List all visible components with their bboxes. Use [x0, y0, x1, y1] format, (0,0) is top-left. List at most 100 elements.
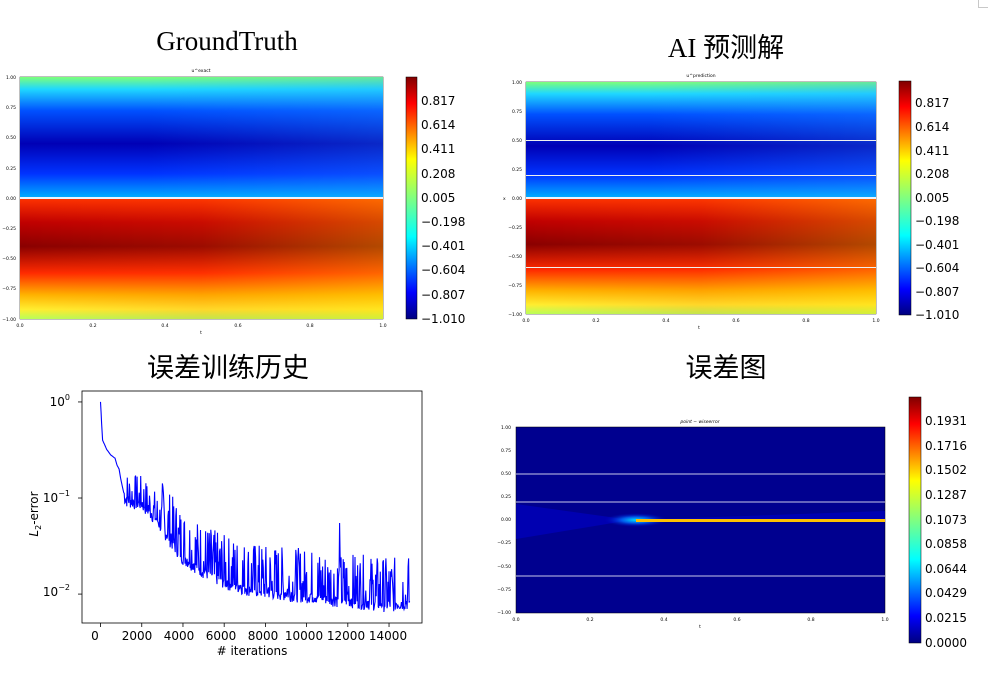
- history-yticks: 100 10−1 10−2: [43, 393, 70, 599]
- ytick: 0.00: [6, 196, 16, 202]
- panel-title-error: 误差图: [685, 353, 767, 383]
- error-wedge: [516, 504, 885, 539]
- xtick: 0.4: [662, 318, 669, 324]
- cbar-tick: 0.1502: [925, 463, 967, 477]
- ytick: −0.25: [2, 226, 16, 232]
- cbar-tick: 0.005: [915, 191, 949, 205]
- prediction-hline-3: [526, 267, 876, 268]
- ytick: 0.00: [501, 517, 511, 523]
- error-heatmap-plot: point − wiseerror 1.00 0.75 0.50 0.25 0.…: [497, 396, 967, 650]
- xtick: 0.8: [802, 318, 809, 324]
- ytick: −0.50: [497, 564, 511, 570]
- xtick: 12000: [327, 629, 365, 643]
- cbar-tick: 0.0644: [925, 562, 967, 576]
- ylabel-L: L: [27, 530, 41, 537]
- xtick: 0.6: [234, 323, 241, 329]
- exact-heatmap-area: [20, 77, 383, 319]
- cbar-tick: 0.817: [421, 94, 455, 108]
- cbar-tick: 0.614: [421, 118, 455, 132]
- ylabel-rest: -error: [27, 491, 41, 524]
- prediction-shock-line: [526, 197, 876, 199]
- xtick: 0.2: [586, 617, 593, 623]
- ytick: −0.75: [508, 283, 522, 289]
- cbar-tick: −1.010: [421, 312, 465, 326]
- error-xticks: 0.0 0.2 0.4 0.6 0.8 1.0: [512, 617, 888, 623]
- error-plot-title: point − wiseerror: [679, 419, 720, 425]
- ytick-1e0: 100: [50, 393, 70, 409]
- cbar-tick: −0.198: [421, 215, 465, 229]
- exact-heatmap-upper-fade: [20, 77, 383, 198]
- ytick: −0.75: [2, 286, 16, 292]
- xtick: 2000: [122, 629, 153, 643]
- exact-colorbar: [405, 76, 418, 320]
- ytick: 0.50: [501, 471, 511, 477]
- prediction-plot-title: u^prediction: [686, 73, 715, 79]
- prediction-heatmap-area: [526, 82, 876, 314]
- prediction-hline-2: [526, 175, 876, 176]
- xtick: 8000: [248, 629, 279, 643]
- series-line-l2-error: [99, 401, 411, 613]
- ytick: 0.50: [6, 135, 16, 141]
- ytick: −0.50: [2, 256, 16, 262]
- xtick: 0.8: [807, 617, 814, 623]
- ytick: 0.50: [512, 138, 522, 144]
- panel-title-prediction: AI 预测解: [667, 33, 785, 63]
- cbar-tick: 0.1716: [925, 439, 967, 453]
- cbar-tick: −0.401: [915, 238, 959, 252]
- exact-heatmap-lower-fade: [20, 198, 383, 319]
- ytick: −0.75: [497, 587, 511, 593]
- xtick: 0.4: [660, 617, 667, 623]
- page-corner-marker: [978, 0, 988, 8]
- ytick: −1.00: [2, 317, 16, 323]
- history-line-plot: 100 10−1 10−2 0 2000 4000 6000 8000 1000…: [27, 390, 423, 658]
- cbar-tick: −0.198: [915, 214, 959, 228]
- ytick: 0.25: [512, 167, 522, 173]
- error-yticks: 1.00 0.75 0.50 0.25 0.00 −0.25 −0.50 −0.…: [497, 425, 511, 616]
- history-axes-frame: [81, 390, 423, 624]
- exact-yticks: 1.00 0.75 0.50 0.25 0.00 −0.25 −0.50 −0.…: [2, 75, 16, 323]
- exact-heatmap-upper: [20, 77, 383, 198]
- cbar-tick: 0.1287: [925, 488, 967, 502]
- xtick: 0.0: [522, 318, 529, 324]
- prediction-ylabel: x: [503, 197, 506, 202]
- cbar-tick: −0.807: [421, 288, 465, 302]
- cbar-tick: 0.411: [421, 142, 455, 156]
- cbar-tick: 0.0429: [925, 586, 967, 600]
- ytick: 0.25: [6, 166, 16, 172]
- cbar-tick: 0.411: [915, 144, 949, 158]
- cbar-tick: 0.0858: [925, 537, 967, 551]
- history-xticks: 0 2000 4000 6000 8000 10000 12000 14000: [91, 629, 407, 643]
- cbar-tick: 0.614: [915, 120, 949, 134]
- prediction-heatmap-lower: [526, 198, 876, 314]
- xtick: 0.6: [732, 318, 739, 324]
- history-xlabel: # iterations: [217, 644, 288, 658]
- error-shock-line: [636, 519, 885, 522]
- xtick: 14000: [369, 629, 407, 643]
- prediction-heatmap-lower-fade: [526, 198, 876, 314]
- xtick: 0.6: [733, 617, 740, 623]
- exact-colorbar-ticks: 0.817 0.614 0.411 0.208 0.005 −0.198 −0.…: [421, 94, 465, 326]
- ytick-1e-2: 10−2: [43, 583, 70, 599]
- prediction-heatmap-plot: u^prediction 1.00 0.75 0.50 0.25 0.00 −0…: [503, 73, 959, 331]
- ytick: 1.00: [501, 425, 511, 431]
- ytick: 1.00: [512, 80, 522, 86]
- prediction-xlabel: t: [698, 325, 700, 331]
- xtick: 0: [91, 629, 99, 643]
- exact-xticks: 0.0 0.2 0.4 0.6 0.8 1.0: [16, 323, 386, 329]
- history-ylabel: L2-error: [27, 491, 43, 536]
- history-series: [78, 401, 411, 627]
- xtick: 0.0: [16, 323, 23, 329]
- prediction-xticks: 0.0 0.2 0.4 0.6 0.8 1.0: [522, 318, 879, 324]
- prediction-colorbar: [898, 80, 912, 316]
- ylabel-sub: 2: [34, 525, 43, 530]
- cbar-tick: 0.208: [915, 167, 949, 181]
- prediction-colorbar-ticks: 0.817 0.614 0.411 0.208 0.005 −0.198 −0.…: [915, 96, 959, 322]
- xtick: 1.0: [881, 617, 888, 623]
- xtick: 0.8: [306, 323, 313, 329]
- xtick: 0.2: [592, 318, 599, 324]
- cbar-tick: 0.0000: [925, 636, 967, 650]
- xtick: 0.0: [512, 617, 519, 623]
- ytick: 0.25: [501, 494, 511, 500]
- exact-shock-line: [20, 197, 383, 199]
- cbar-tick: −0.401: [421, 239, 465, 253]
